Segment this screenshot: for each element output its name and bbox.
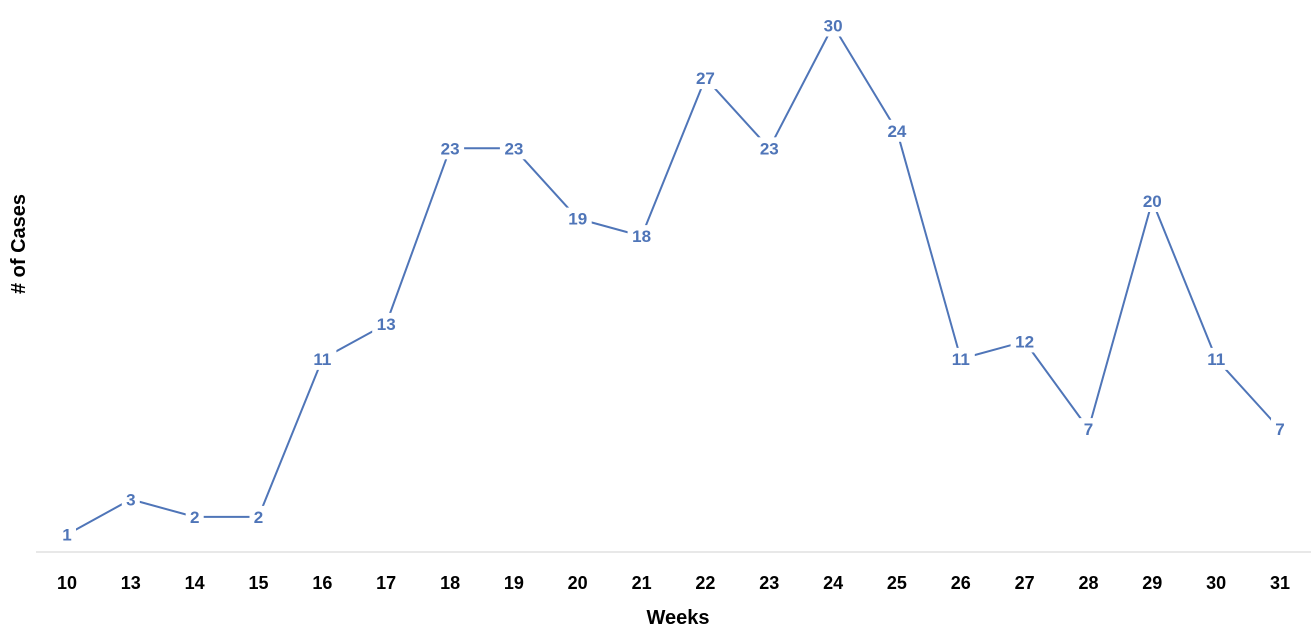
data-label-31: 7: [1271, 418, 1289, 441]
data-label-text: 11: [313, 350, 331, 369]
x-tick-label-29: 29: [1142, 573, 1162, 593]
data-label-text: 24: [887, 122, 906, 141]
data-label-text: 23: [504, 139, 523, 158]
data-label-background: [121, 488, 140, 511]
y-axis-title: # of Cases: [8, 194, 30, 294]
data-label-text: 30: [824, 17, 843, 36]
data-label-16: 11: [308, 347, 337, 370]
data-label-background: [1271, 418, 1289, 441]
data-label-27: 12: [1010, 330, 1039, 353]
data-label-text: 18: [632, 227, 651, 246]
x-tick-label-30: 30: [1206, 573, 1226, 593]
data-label-text: 23: [441, 139, 460, 158]
x-tick-label-31: 31: [1270, 573, 1290, 593]
data-label-background: [1138, 190, 1167, 212]
x-tick-label-21: 21: [632, 573, 652, 593]
x-tick-label-13: 13: [121, 573, 141, 593]
series-line: [66, 24, 1281, 536]
data-label-text: 3: [126, 490, 135, 509]
data-label-background: [882, 119, 911, 142]
x-tick-label-20: 20: [568, 573, 588, 593]
data-label-text: 7: [1084, 420, 1093, 439]
data-label-18: 23: [436, 137, 465, 160]
data-label-text: 27: [696, 69, 715, 88]
data-label-background: [308, 347, 337, 370]
x-tick-label-layer: 10 13 14 15 16 17 18 19 20 21 22 23 24 25 26 27 28 29 30 31: [57, 573, 1290, 593]
data-label-background: [755, 137, 784, 160]
x-tick-label-22: 22: [695, 573, 715, 593]
data-label-30: 11: [1202, 347, 1231, 370]
x-tick-label-28: 28: [1078, 573, 1098, 593]
data-label-text: 11: [1207, 350, 1225, 369]
data-label-background: [436, 137, 465, 160]
data-label-text: 19: [568, 210, 587, 229]
data-label-background: [58, 523, 76, 546]
x-tick-label-26: 26: [951, 573, 971, 593]
x-tick-label-14: 14: [185, 573, 205, 593]
x-tick-label-16: 16: [312, 573, 332, 593]
data-label-background: [946, 347, 975, 370]
data-label-23: 23: [755, 137, 784, 160]
data-label-background: [819, 14, 848, 37]
data-label-text: 2: [254, 508, 263, 527]
data-label-background: [1202, 347, 1231, 370]
data-label-19: 23: [499, 137, 528, 160]
data-label-text: 20: [1143, 192, 1162, 211]
x-tick-label-10: 10: [57, 573, 77, 593]
x-tick-label-17: 17: [376, 573, 396, 593]
data-label-14: 2: [185, 505, 204, 528]
data-label-25: 24: [882, 119, 911, 142]
x-tick-label-19: 19: [504, 573, 524, 593]
data-label-24: 30: [819, 14, 848, 37]
x-tick-label-24: 24: [823, 573, 843, 593]
data-label-background: [499, 137, 528, 160]
x-tick-label-25: 25: [887, 573, 907, 593]
data-label-background: [691, 67, 720, 90]
data-label-text: 7: [1275, 420, 1284, 439]
data-label-17: 13: [372, 312, 401, 335]
x-tick-label-27: 27: [1015, 573, 1035, 593]
data-label-background: [563, 207, 592, 230]
data-label-10: 1: [58, 523, 76, 546]
data-label-20: 19: [563, 207, 592, 230]
x-tick-label-23: 23: [759, 573, 779, 593]
data-label-text: 12: [1015, 332, 1034, 351]
data-label-26: 11: [946, 347, 975, 370]
data-label-background: [372, 312, 401, 335]
x-tick-label-18: 18: [440, 573, 460, 593]
data-label-28: 7: [1079, 418, 1098, 441]
data-label-background: [627, 225, 656, 248]
data-label-29: 20: [1138, 190, 1167, 212]
data-label-text: 11: [952, 350, 970, 369]
series-line-layer: [66, 24, 1281, 536]
data-label-22: 27: [691, 67, 720, 90]
data-label-text: 2: [190, 508, 199, 527]
data-label-text: 13: [377, 315, 396, 334]
data-label-background: [249, 505, 268, 528]
x-tick-label-15: 15: [248, 573, 268, 593]
data-label-background: [185, 505, 204, 528]
data-label-text: 23: [760, 139, 779, 158]
data-label-15: 2: [249, 505, 268, 528]
data-label-21: 18: [627, 225, 656, 248]
data-label-background: [1079, 418, 1098, 441]
x-axis-title: Weeks: [646, 607, 709, 629]
data-label-text: 1: [62, 526, 71, 545]
data-label-13: 3: [121, 488, 140, 511]
data-label-background: [1010, 330, 1039, 353]
